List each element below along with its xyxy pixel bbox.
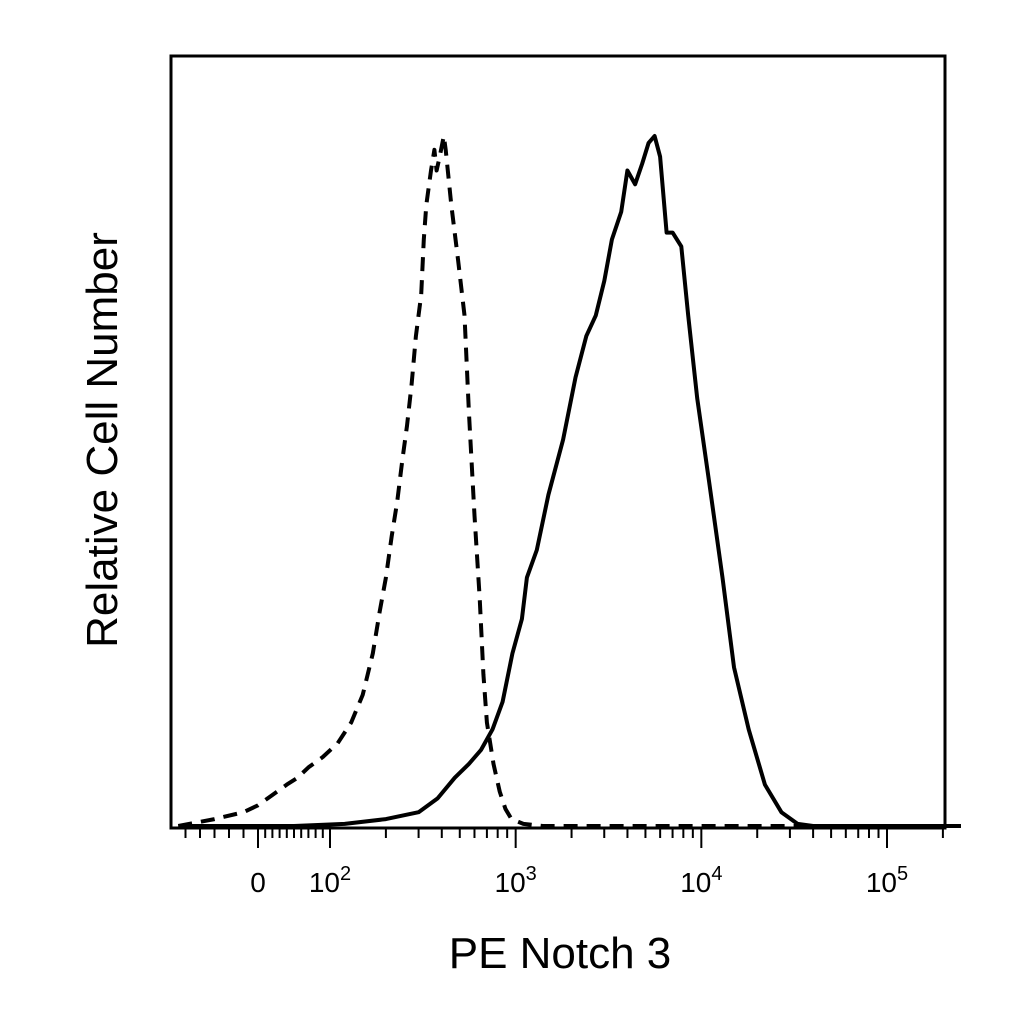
- x-axis-ticks: [184, 828, 944, 848]
- x-tick-label: 102: [309, 863, 351, 898]
- series-layer: [177, 134, 961, 828]
- x-tick-label: 103: [495, 863, 537, 898]
- series-line-dashed: [177, 134, 961, 828]
- x-tick-label: 104: [680, 863, 722, 898]
- plot-frame: [169, 54, 947, 830]
- y-axis-title: Relative Cell Number: [78, 232, 127, 648]
- x-axis-title: PE Notch 3: [449, 929, 672, 978]
- x-tick-labels: 0 102 103 104 105: [250, 863, 908, 898]
- series-line-solid: [178, 134, 961, 828]
- x-tick-label: 0: [250, 867, 266, 898]
- x-tick-label: 105: [866, 863, 908, 898]
